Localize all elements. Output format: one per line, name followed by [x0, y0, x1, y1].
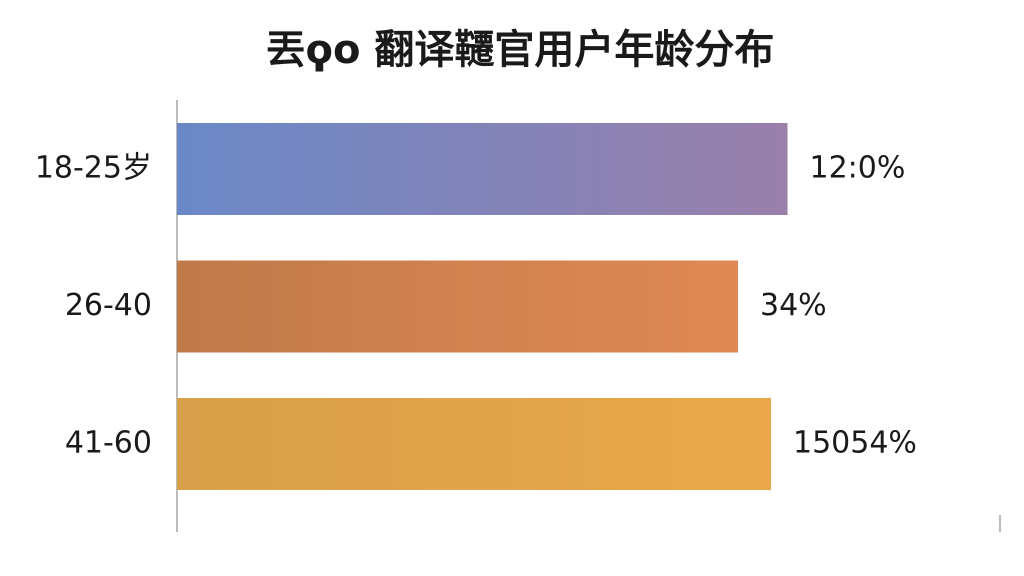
bar [177, 260, 738, 353]
value-label: 15054% [793, 426, 917, 461]
y-tick-label: 18-25岁 [35, 151, 152, 186]
chart-title: 丟ϙo 翻译韆官用户年龄分布 [266, 27, 775, 73]
value-label: 12:0% [810, 151, 906, 186]
bar [177, 123, 788, 215]
value-label: 34% [760, 288, 827, 323]
y-tick-label: 41-60 [65, 426, 152, 461]
bar [177, 398, 771, 490]
y-tick-label: 26-40 [65, 288, 152, 323]
